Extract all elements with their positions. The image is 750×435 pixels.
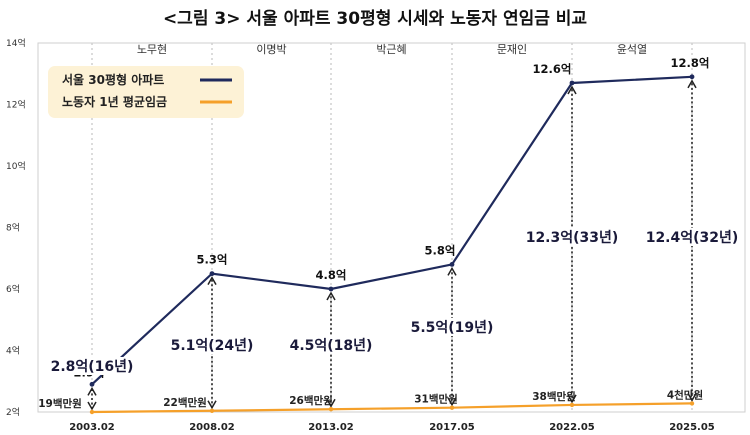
x-tick-label: 2008.02 bbox=[189, 422, 235, 433]
x-tick-label: 2017.05 bbox=[429, 422, 475, 433]
x-tick-label: 2013.02 bbox=[308, 422, 354, 433]
y-tick-label: 12억 bbox=[6, 99, 26, 111]
period-label: 이명박 bbox=[256, 43, 286, 56]
apartment-point bbox=[689, 74, 695, 80]
legend-label: 노동자 1년 평균임금 bbox=[62, 94, 167, 109]
wage-value-label: 38백만원 bbox=[532, 390, 576, 403]
gap-label: 4.5억(18년) bbox=[290, 338, 373, 354]
y-tick-label: 4억 bbox=[6, 345, 20, 357]
wage-value-label: 22백만원 bbox=[163, 396, 207, 409]
gap-label: 5.1억(24년) bbox=[171, 338, 254, 354]
plot-frame bbox=[37, 42, 746, 413]
legend-label: 서울 30평형 아파트 bbox=[62, 72, 164, 87]
gap-label-bg bbox=[287, 336, 375, 354]
wage-series-line bbox=[91, 402, 693, 414]
gap-label: 12.4억(32년) bbox=[646, 230, 739, 246]
apartment-point bbox=[569, 80, 575, 86]
wage-point bbox=[89, 409, 95, 415]
gap-label: 2.8억(16년) bbox=[51, 359, 134, 375]
gap-arrowhead-up bbox=[87, 386, 97, 396]
wage-value-label: 4천만원 bbox=[667, 388, 703, 401]
gap-label: 12.3억(33년) bbox=[526, 230, 619, 246]
x-tick-label: 2022.05 bbox=[549, 422, 595, 433]
apartment-value-label: 12.6억 bbox=[533, 62, 572, 76]
period-label: 노무현 bbox=[137, 43, 167, 56]
gap-label: 5.5억(19년) bbox=[411, 320, 494, 336]
wage-point bbox=[328, 407, 334, 412]
gap-arrowhead-down bbox=[326, 398, 336, 408]
y-tick-label: 14억 bbox=[6, 37, 26, 49]
legend-box bbox=[48, 66, 244, 118]
gap-arrowhead-up bbox=[207, 276, 217, 285]
apartment-value-label: 12.8억 bbox=[671, 56, 710, 70]
y-tick-label: 2억 bbox=[6, 406, 20, 418]
apartment-series-line bbox=[91, 75, 693, 386]
gap-label-bg bbox=[48, 357, 136, 375]
wage-value-label: 26백만원 bbox=[289, 394, 333, 407]
period-label: 윤석열 bbox=[617, 43, 647, 56]
x-tick-label: 2003.02 bbox=[69, 422, 115, 433]
y-tick-label: 8억 bbox=[6, 222, 20, 234]
gap-arrowhead-down bbox=[567, 394, 577, 404]
apartment-value-label: 5.8억 bbox=[425, 243, 456, 257]
gap-label-bg bbox=[408, 318, 496, 336]
wage-point bbox=[209, 408, 215, 413]
apartment-value-label: 5.3억 bbox=[197, 253, 228, 267]
wage-value-label: 31백만원 bbox=[414, 393, 458, 406]
apartment-point bbox=[449, 262, 455, 267]
chart-title: <그림 3> 서울 아파트 30평형 시세와 노동자 연임금 비교 bbox=[162, 9, 588, 29]
apartment-point bbox=[89, 381, 95, 387]
wage-point bbox=[689, 401, 695, 406]
wage-point bbox=[569, 402, 575, 408]
y-tick-label: 6억 bbox=[6, 283, 20, 295]
gap-arrowhead-up bbox=[326, 291, 336, 301]
gap-label-bg bbox=[168, 336, 256, 354]
gap-arrowhead-up bbox=[567, 85, 577, 95]
gap-arrowhead-down bbox=[687, 393, 697, 402]
period-label: 박근혜 bbox=[376, 43, 406, 56]
apartment-point bbox=[209, 271, 215, 277]
wage-value-label: 19백만원 bbox=[38, 397, 82, 410]
apartment-point bbox=[328, 286, 334, 292]
gap-label-bg bbox=[528, 228, 616, 246]
y-tick-label: 10억 bbox=[6, 160, 26, 172]
gap-arrowhead-down bbox=[87, 401, 97, 411]
apartment-value-label: 4.8억 bbox=[316, 268, 347, 282]
gap-arrowhead-up bbox=[447, 266, 457, 276]
x-tick-label: 2025.05 bbox=[669, 422, 715, 433]
gap-arrowhead-down bbox=[447, 397, 457, 407]
period-label: 문재인 bbox=[497, 43, 527, 56]
gap-arrowhead-down bbox=[207, 400, 217, 410]
wage-point bbox=[449, 405, 455, 410]
gap-arrowhead-up bbox=[687, 79, 697, 89]
gap-label-bg bbox=[648, 228, 736, 246]
